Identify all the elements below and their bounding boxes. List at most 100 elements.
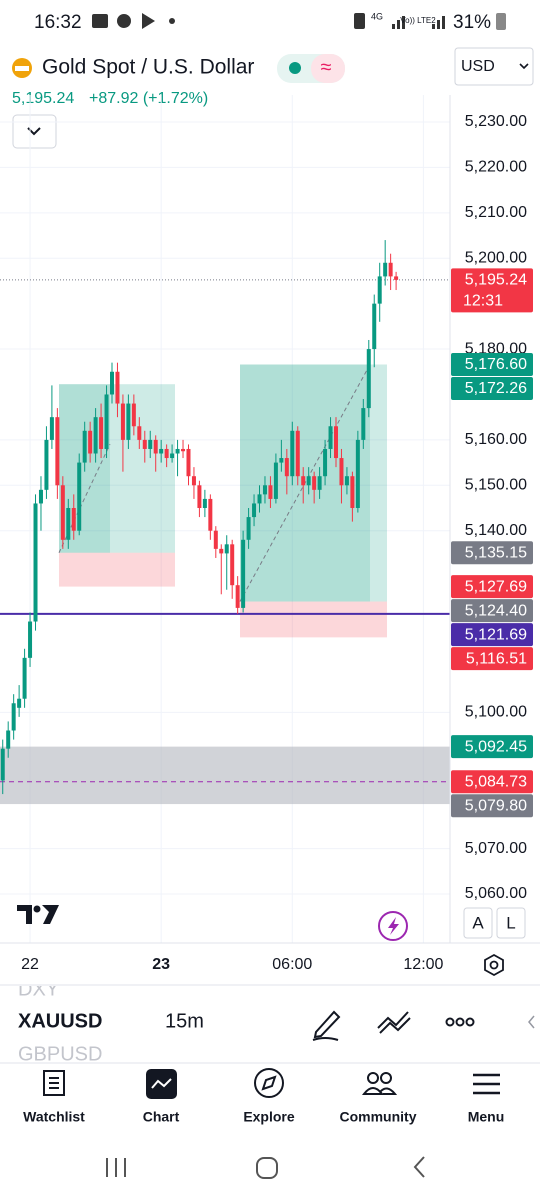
long-position-stop	[240, 601, 387, 638]
symbol-title[interactable]: Gold Spot / U.S. Dollar	[42, 56, 254, 79]
nav-label[interactable]: Chart	[143, 1109, 180, 1125]
candle-body	[110, 371, 114, 395]
candle-body	[241, 539, 246, 608]
settings-icon[interactable]	[484, 953, 504, 977]
price-label-text: 5,116.51	[466, 650, 527, 667]
last-price: 5,195.24	[12, 90, 74, 107]
candle-body	[224, 544, 229, 554]
candle-body	[49, 417, 54, 440]
nav-label[interactable]: Watchlist	[23, 1109, 85, 1125]
alert-icon	[388, 917, 399, 935]
candle-body	[372, 303, 377, 350]
indicator-icon[interactable]	[377, 1011, 411, 1034]
candle-body	[317, 476, 322, 490]
candle-body	[104, 394, 109, 449]
price-label-text: 5,079.80	[465, 797, 527, 814]
candle-body	[383, 262, 388, 277]
candle-body	[6, 730, 11, 749]
candle-body	[208, 498, 213, 531]
candle-body	[11, 703, 16, 731]
candle-body	[197, 485, 202, 508]
nav-label[interactable]: Menu	[468, 1109, 505, 1125]
y-tick-label: 5,060.00	[465, 885, 527, 902]
log-scale-button[interactable]	[496, 907, 526, 939]
price-label	[451, 268, 533, 313]
candle-body	[273, 462, 278, 499]
status-signal: Vo)) LTE2	[400, 16, 436, 25]
currency-select[interactable]	[454, 47, 534, 86]
currency-caret	[519, 63, 529, 70]
auto-scale-button[interactable]	[463, 907, 493, 939]
nav-explore-icon[interactable]	[254, 1068, 284, 1098]
y-tick-label: 5,210.00	[465, 204, 527, 221]
candle-body	[164, 448, 169, 459]
market-open-dot	[289, 62, 301, 74]
price-label-text: 5,121.69	[465, 626, 527, 643]
symbol-picker[interactable]: DXY XAUUSD GBPUSD	[18, 978, 102, 1065]
nav-label[interactable]: Community	[340, 1109, 417, 1125]
auto-scale-label: A	[472, 913, 484, 932]
candle-body	[219, 548, 224, 554]
x-tick-label: 22	[21, 956, 39, 973]
candle-body	[312, 476, 317, 490]
candle-body	[344, 476, 349, 486]
candle-body	[284, 458, 289, 477]
price-label-text: 5,195.24	[465, 272, 527, 289]
log-scale-label: L	[506, 913, 515, 932]
candle-body	[22, 657, 27, 699]
price-label	[451, 352, 533, 376]
candle-body	[38, 489, 43, 504]
collapse-button[interactable]	[12, 114, 57, 149]
candle-body	[142, 439, 147, 449]
candle-body	[306, 476, 311, 486]
status-icons	[92, 13, 506, 30]
plot-area	[0, 95, 450, 943]
candle-body	[60, 485, 65, 540]
currency-label: USD	[461, 58, 495, 75]
y-tick-label: 5,070.00	[465, 840, 527, 857]
price-label	[451, 376, 533, 400]
candle-body	[159, 448, 164, 454]
candle-body	[295, 430, 300, 477]
nav-watchlist-icon[interactable]	[43, 1070, 65, 1096]
zone	[0, 746, 450, 805]
candle-body	[355, 439, 360, 508]
system-nav[interactable]	[106, 1156, 425, 1179]
candle-body	[82, 430, 87, 463]
candle-body	[334, 426, 338, 459]
candle-body	[55, 417, 60, 486]
candle-body	[71, 507, 76, 531]
candle-body	[323, 448, 328, 477]
candle-body	[252, 503, 257, 518]
tv-logo	[17, 905, 59, 924]
x-tick-label: 23	[152, 956, 170, 973]
candle-body	[186, 448, 191, 477]
candle-body	[93, 417, 98, 454]
candle-body	[350, 476, 355, 508]
symbol-icon-bar	[15, 66, 29, 71]
candle-body	[339, 458, 344, 486]
candle-body	[202, 498, 207, 508]
more-icon[interactable]	[445, 1017, 475, 1027]
candle-body	[191, 476, 196, 486]
nav-menu-icon[interactable]	[473, 1073, 500, 1095]
draw-icon[interactable]	[312, 1010, 341, 1041]
candle-body	[148, 439, 153, 449]
candle-body	[175, 448, 180, 454]
candle-body	[235, 585, 240, 608]
candle-body	[120, 403, 125, 440]
candle-body	[213, 530, 218, 549]
status-network: 4G	[371, 11, 383, 21]
candle-body	[88, 430, 93, 454]
delay-icon: ≈	[321, 56, 332, 78]
toolbar-scroll[interactable]	[528, 1015, 535, 1029]
symbol-next: GBPUSD	[18, 1043, 102, 1065]
nav-community-icon[interactable]	[361, 1072, 398, 1095]
interval[interactable]: 15m	[165, 1010, 204, 1032]
y-tick-label: 5,230.00	[465, 113, 527, 130]
candle-body	[66, 507, 71, 540]
candle-body	[257, 494, 262, 504]
candle-body	[170, 453, 175, 459]
nav-label[interactable]: Explore	[243, 1109, 295, 1125]
